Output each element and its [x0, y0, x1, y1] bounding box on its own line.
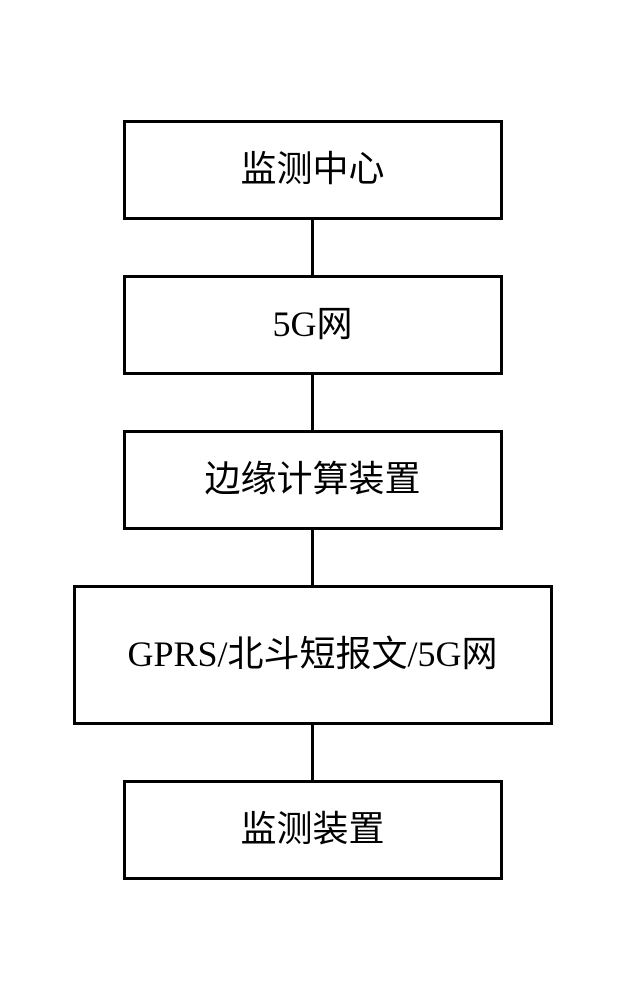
- node-edge-computing: 边缘计算装置: [123, 430, 503, 530]
- connector-2-3: [311, 375, 314, 430]
- node-label: GPRS/北斗短报文/5G网: [127, 633, 497, 676]
- connector-1-2: [311, 220, 314, 275]
- connector-3-4: [311, 530, 314, 585]
- flowchart-diagram: 监测中心 5G网 边缘计算装置 GPRS/北斗短报文/5G网 监测装置: [73, 120, 553, 880]
- connector-4-5: [311, 725, 314, 780]
- node-label: 边缘计算装置: [204, 458, 420, 501]
- node-gprs-beidou-5g: GPRS/北斗短报文/5G网: [73, 585, 553, 725]
- node-5g-network: 5G网: [123, 275, 503, 375]
- node-monitoring-device: 监测装置: [123, 780, 503, 880]
- node-monitoring-center: 监测中心: [123, 120, 503, 220]
- node-label: 监测中心: [240, 148, 384, 191]
- node-label: 监测装置: [240, 808, 384, 851]
- node-label: 5G网: [273, 303, 353, 346]
